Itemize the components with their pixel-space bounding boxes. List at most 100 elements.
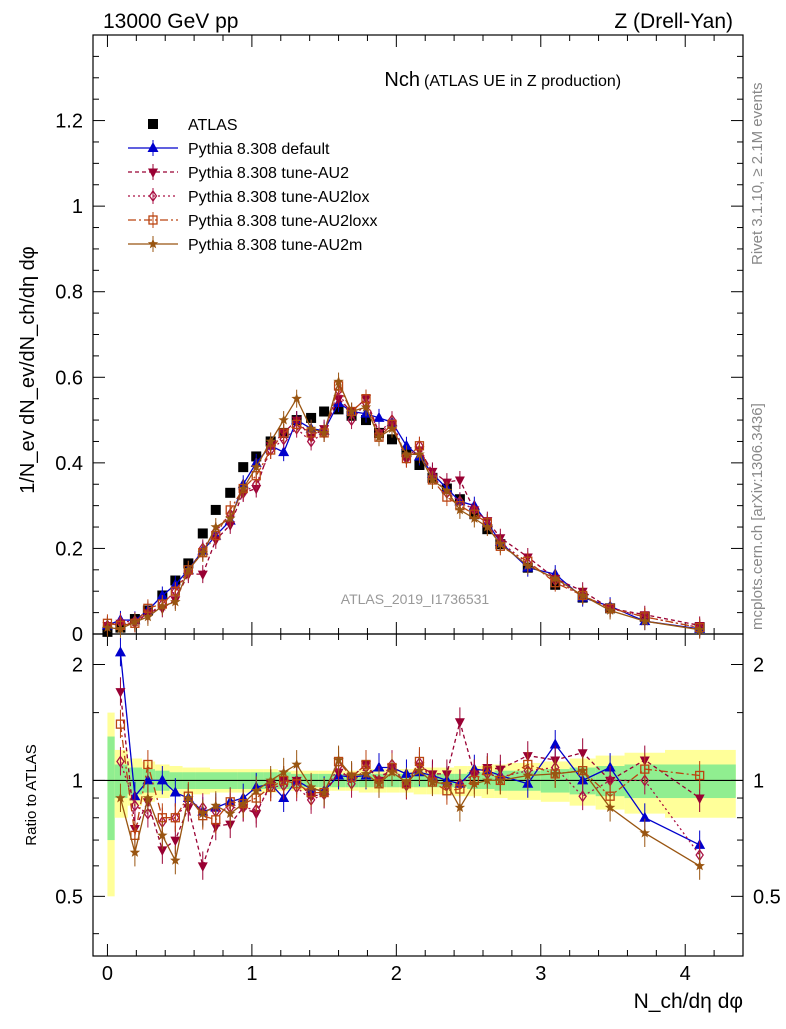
ratio-point-au2lox (130, 799, 140, 812)
ratio-point-au2m (251, 785, 262, 796)
ratio-point-au2 (454, 718, 465, 728)
plot-title-main: Nch (384, 69, 420, 91)
legend-label: Pythia 8.308 tune-AU2lox (188, 189, 369, 206)
axes-frames: 0 0.2 0.4 0.6 0.8 1 1.2 0.5 0.5 1 1 2 2 0 1 2 3 4 (55, 34, 781, 985)
ratio-point-au2loxx (695, 770, 705, 781)
point-au2m (170, 596, 181, 607)
main-ytick-label: 0.2 (55, 538, 83, 560)
series-au2m (102, 372, 705, 639)
ratio-point-au2m (346, 770, 357, 780)
point-au2m (454, 504, 466, 515)
ratio-point-au2 (170, 836, 181, 847)
point-au2lox (347, 413, 356, 427)
ratio-frame (92, 633, 744, 957)
point-au2m (414, 448, 425, 459)
legend-marker (148, 168, 158, 178)
plot-title-sub: (ATLAS UE in Z production) (424, 73, 621, 90)
point-au2lox (279, 433, 288, 446)
point-au2m (550, 572, 561, 583)
point-au2m (639, 615, 650, 626)
point-au2m (305, 423, 317, 434)
ratio-point-au2m (522, 770, 533, 780)
legend-label: Pythia 8.308 tune-AU2m (188, 237, 362, 254)
legend-item-au2loxx: Pythia 8.308 tune-AU2loxx (128, 212, 377, 230)
legend: ATLAS Pythia 8.308 default Pythia 8.308 tu… (128, 117, 377, 254)
point-au2m (427, 474, 438, 485)
ratio-point-default (549, 738, 561, 749)
main-ytick-label: 0.6 (55, 367, 83, 389)
ratio-point-au2m (454, 802, 466, 813)
ratio-point-au2m (115, 792, 126, 803)
point-au2m (441, 485, 453, 496)
point-au2m (495, 538, 506, 549)
ratio-point-au2m (550, 768, 561, 779)
point-au2m (115, 623, 126, 634)
xlabel: N_ch/dη dφ (634, 990, 743, 1013)
point-atlas (238, 462, 249, 473)
point-au2m (522, 560, 533, 570)
source-label: mcplots.cern.ch [arXiv:1306.3436] (749, 403, 766, 630)
ratio-point-au2 (115, 688, 126, 698)
point-atlas (197, 528, 208, 539)
ratio-point-au2loxx (170, 813, 180, 823)
point-au2m (265, 436, 276, 446)
ratio-point-au2loxx (640, 764, 650, 774)
point-au2 (197, 570, 208, 581)
ratio-point-au2m (386, 766, 398, 777)
ratio-point-au2m (225, 808, 236, 819)
point-atlas (306, 412, 317, 423)
point-au2lox (292, 422, 301, 435)
point-au2m (360, 401, 372, 412)
point-au2m (482, 521, 493, 532)
legend-marker (148, 215, 158, 225)
legend-label: Pythia 8.308 default (188, 141, 330, 158)
point-default (373, 411, 385, 422)
point-atlas (210, 504, 221, 515)
point-atlas (387, 434, 397, 445)
ratio-point-au2m (210, 800, 221, 811)
ratio-band-inner (665, 764, 736, 799)
ratio-point-au2m (278, 766, 289, 777)
energy-label: 13000 GeV pp (103, 10, 238, 33)
ratio-point-au2m (183, 792, 194, 803)
point-au2m (469, 513, 480, 523)
ratio-point-default (169, 786, 181, 797)
point-au2m (157, 600, 168, 611)
point-au2m (210, 521, 221, 532)
ratio-series-default (114, 637, 706, 859)
ratio-ytick-label-right: 2 (753, 654, 764, 676)
point-au2m (333, 376, 344, 386)
ratio-point-au2m (401, 776, 412, 787)
ratio-point-default (639, 811, 651, 822)
ratio-point-au2 (197, 862, 208, 872)
ratio-point-au2m (482, 774, 493, 785)
xtick-label: 4 (680, 963, 691, 985)
xtick-label: 0 (102, 963, 113, 985)
point-au2lox (306, 435, 316, 448)
ratio-point-au2loxx (292, 779, 302, 789)
point-au2m (373, 431, 385, 442)
series-line-au2lox (107, 388, 700, 629)
point-au2 (333, 395, 344, 405)
point-atlas (319, 406, 330, 417)
ratio-point-au2m (142, 792, 154, 803)
ratio-point-au2m (604, 802, 616, 813)
legend-label: Pythia 8.308 tune-AU2loxx (188, 213, 377, 230)
ratio-band-inner (114, 764, 128, 799)
legend-item-au2m: Pythia 8.308 tune-AU2m (128, 236, 362, 254)
ratio-series-au2m (115, 745, 705, 880)
ratio-ytick-label-right: 1 (753, 770, 764, 792)
legend-item-atlas: ATLAS (148, 117, 238, 134)
legend-item-au2: Pythia 8.308 tune-AU2 (128, 164, 349, 182)
ratio-point-default (114, 646, 126, 657)
xtick-label: 2 (391, 963, 402, 985)
ratio-point-au2m (318, 787, 330, 797)
ratio-band-inner (107, 736, 115, 841)
ratio-point-au2m (157, 829, 168, 840)
ratio-point-au2loxx (115, 719, 126, 729)
ratio-point-au2m (265, 774, 276, 785)
point-au2m (278, 414, 289, 425)
point-atlas (225, 487, 236, 498)
legend-item-au2lox: Pythia 8.308 tune-AU2lox (128, 188, 369, 206)
